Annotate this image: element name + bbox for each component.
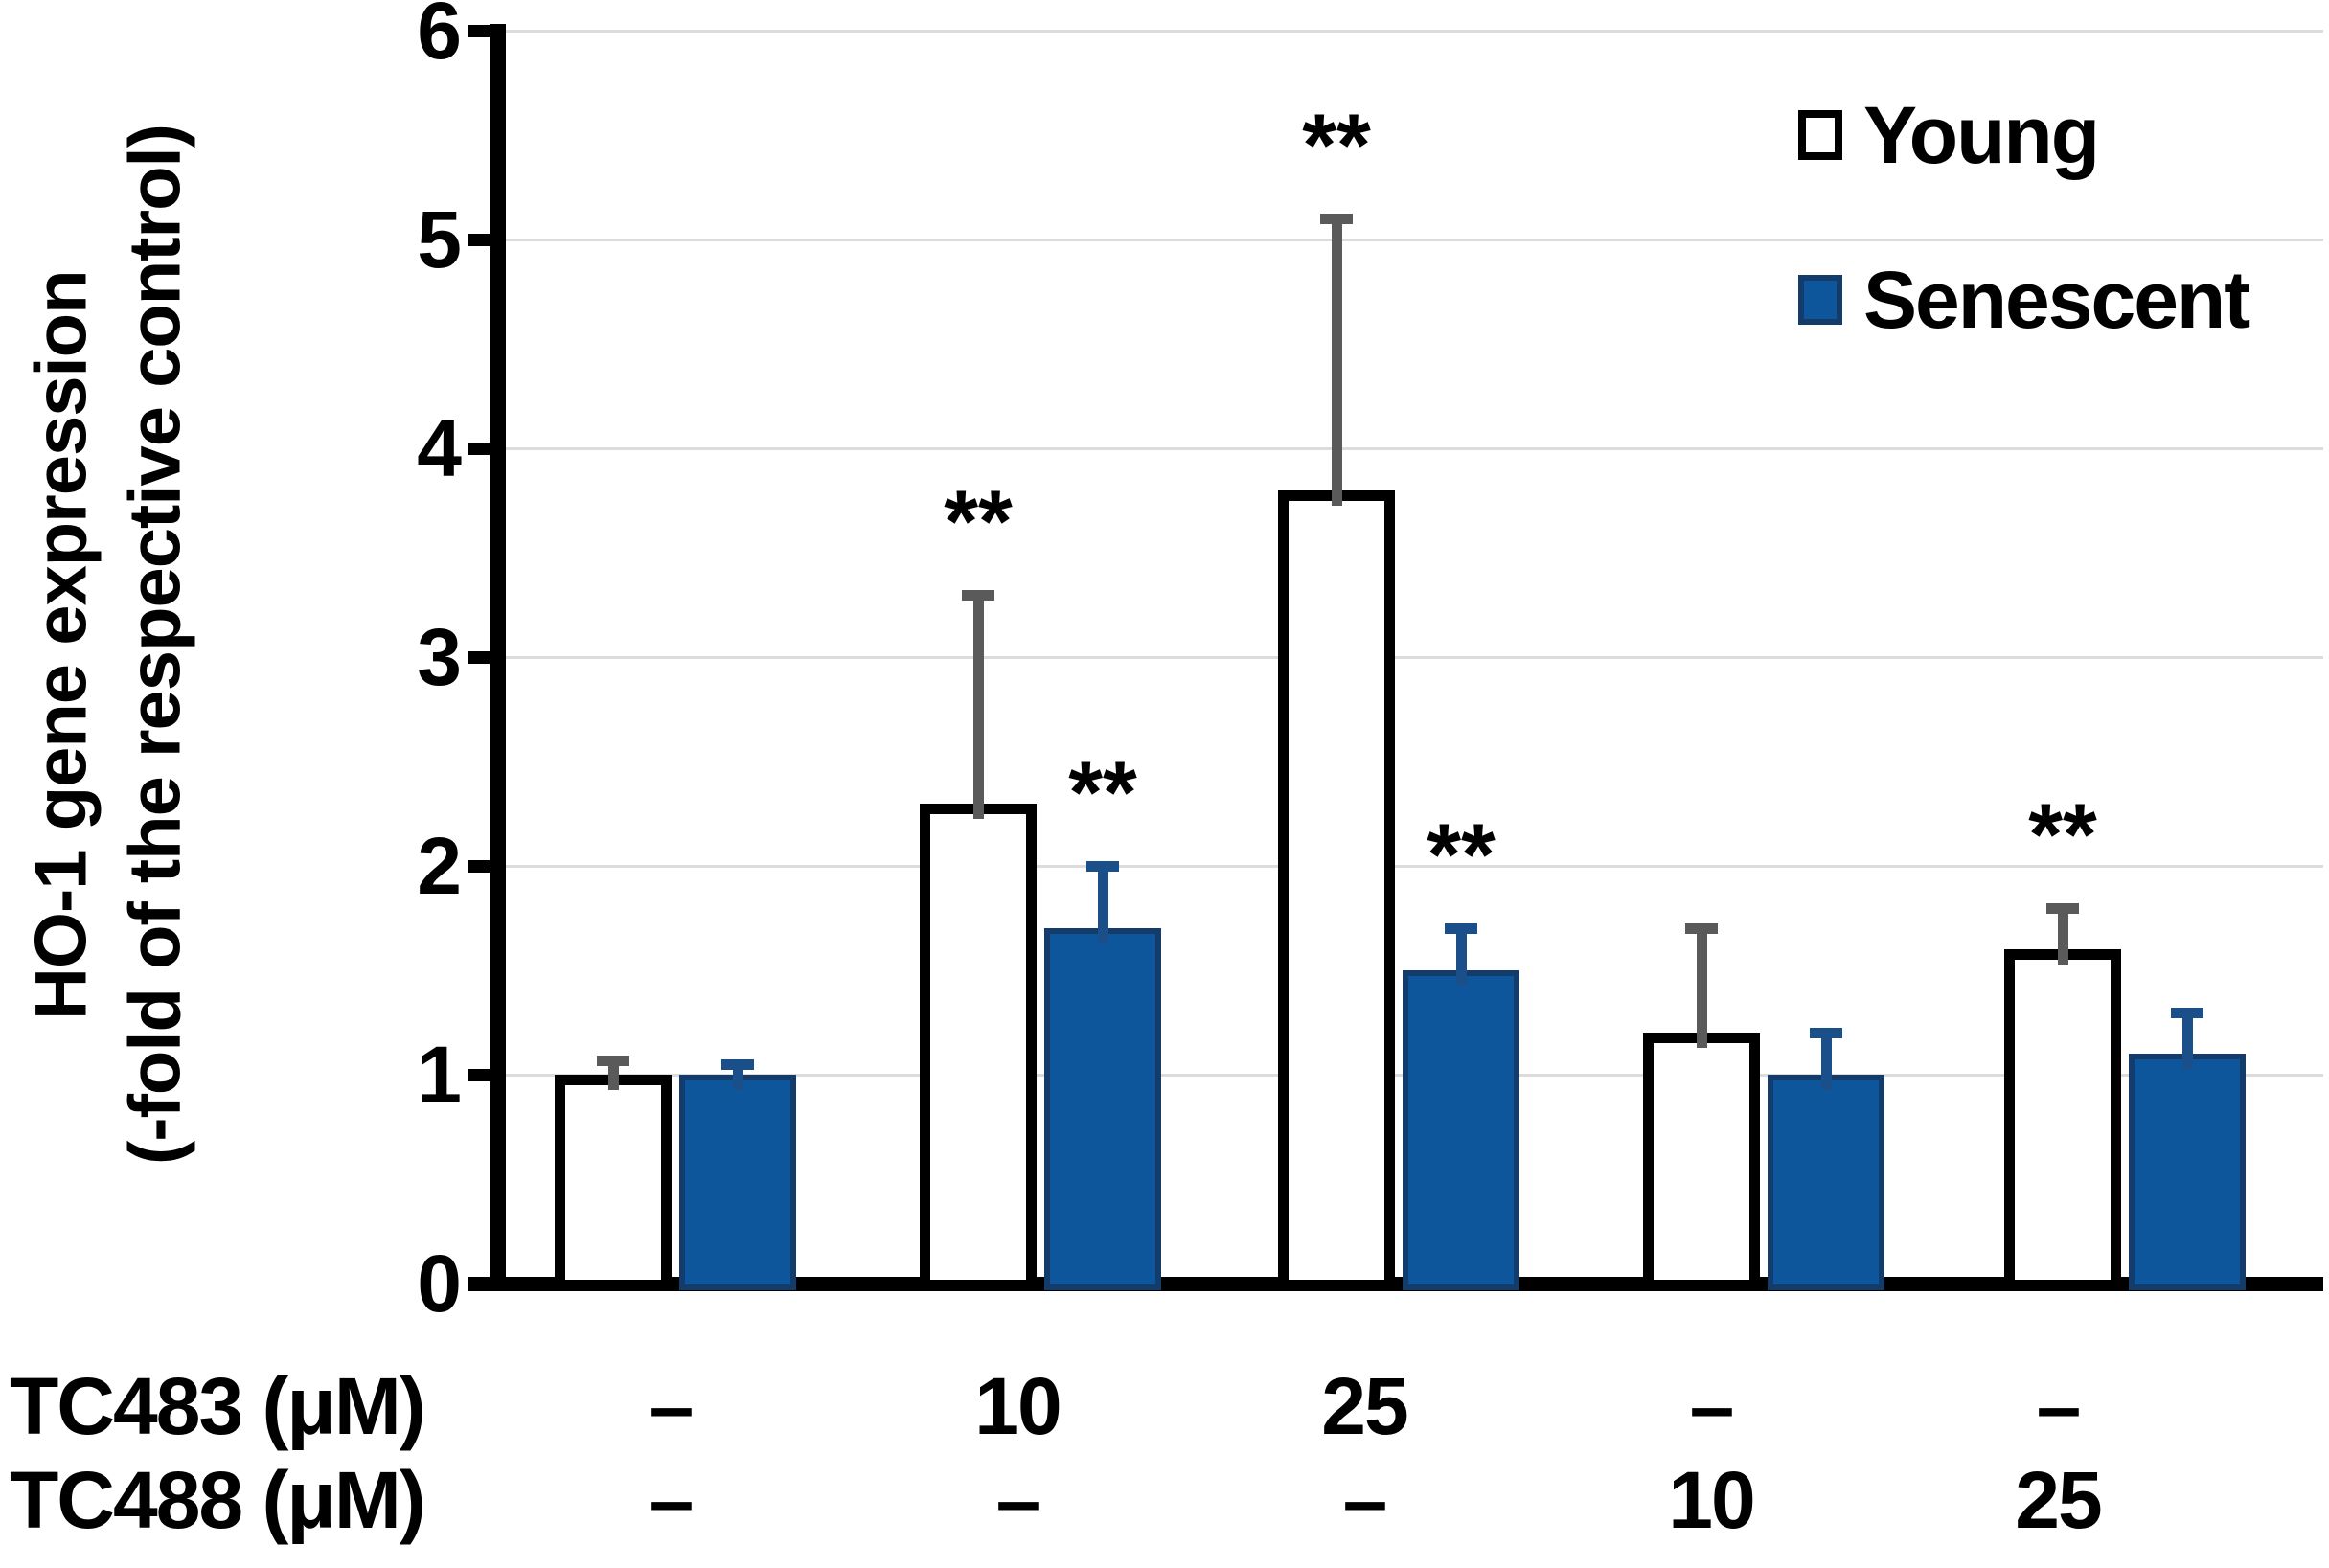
y-axis-tick — [468, 1069, 490, 1081]
legend-item-senescent: Senescent — [1798, 255, 2250, 345]
error-bar-stem — [1098, 866, 1108, 944]
bar-senescent-g2 — [1044, 928, 1161, 1290]
error-bar-cap — [2046, 902, 2079, 914]
significance-label: ** — [1068, 744, 1137, 842]
y-tick-label: 0 — [417, 1238, 462, 1329]
bar-senescent-g1 — [679, 1075, 796, 1290]
bar-young-g2 — [920, 803, 1037, 1290]
y-axis-tick — [468, 860, 490, 873]
significance-label: ** — [1427, 807, 1496, 905]
x-row2-label: TC488 (μM) — [10, 1455, 426, 1545]
error-bar-stem — [733, 1064, 743, 1090]
error-bar-cap — [597, 1055, 629, 1066]
bar-senescent-g5 — [2129, 1054, 2246, 1290]
y-tick-label: 5 — [417, 194, 462, 284]
error-bar-cap — [1320, 214, 1353, 225]
legend-senescent-label: Senescent — [1863, 255, 2250, 345]
legend-young-label: Young — [1863, 90, 2100, 180]
x-category-value: 10 — [974, 1361, 1062, 1451]
y-tick-label: 3 — [417, 612, 462, 702]
y-tick-label: 4 — [417, 403, 462, 493]
y-axis-tick — [468, 25, 490, 37]
y-axis-line — [490, 24, 506, 1291]
x-category-value: 25 — [1321, 1361, 1408, 1451]
bar-senescent-g4 — [1768, 1075, 1884, 1290]
bar-young-g5 — [2004, 949, 2121, 1290]
gridline — [506, 30, 2323, 33]
x-category-value: – — [649, 1361, 695, 1451]
y-tick-label: 6 — [417, 0, 462, 76]
x-category-value: – — [1689, 1361, 1735, 1451]
x-category-value: – — [2036, 1361, 2082, 1451]
error-bar-cap — [962, 589, 994, 601]
significance-label: ** — [944, 472, 1013, 571]
error-bar-stem — [1332, 218, 1342, 506]
error-bar-stem — [2182, 1011, 2193, 1070]
y-axis-tick — [468, 234, 490, 246]
x-row1-label: TC483 (μM) — [10, 1361, 426, 1451]
bar-young-g3 — [1278, 489, 1395, 1290]
gridline — [506, 239, 2323, 241]
young-swatch-icon — [1798, 110, 1842, 160]
x-category-value: 25 — [2015, 1455, 2102, 1545]
gridline — [506, 447, 2323, 450]
error-bar-stem — [608, 1059, 619, 1090]
x-category-value: 10 — [1668, 1455, 1755, 1545]
error-bar-stem — [973, 594, 984, 819]
error-bar-stem — [1697, 928, 1707, 1049]
error-bar-cap — [1810, 1028, 1842, 1039]
bar-young-g1 — [555, 1075, 672, 1290]
error-bar-cap — [721, 1059, 754, 1071]
error-bar-stem — [2058, 907, 2068, 966]
significance-label: ** — [2028, 785, 2097, 884]
y-axis-tick — [468, 443, 490, 455]
error-bar-cap — [1445, 923, 1477, 935]
y-tick-label: 1 — [417, 1030, 462, 1120]
gridline — [506, 865, 2323, 868]
x-category-value: – — [995, 1455, 1041, 1545]
x-category-value: – — [649, 1455, 695, 1545]
bar-senescent-g3 — [1403, 970, 1519, 1290]
y-tick-label: 2 — [417, 821, 462, 911]
significance-label: ** — [1302, 97, 1371, 195]
error-bar-cap — [1685, 923, 1718, 935]
legend-item-young: Young — [1798, 90, 2100, 180]
error-bar-cap — [2171, 1007, 2203, 1018]
error-bar-stem — [1821, 1033, 1832, 1090]
error-bar-cap — [1086, 861, 1119, 872]
senescent-swatch-icon — [1798, 275, 1842, 325]
bar-young-g4 — [1643, 1033, 1760, 1290]
error-bar-stem — [1456, 928, 1467, 986]
y-axis-tick — [468, 651, 490, 664]
gridline — [506, 656, 2323, 659]
x-category-value: – — [1342, 1455, 1388, 1545]
